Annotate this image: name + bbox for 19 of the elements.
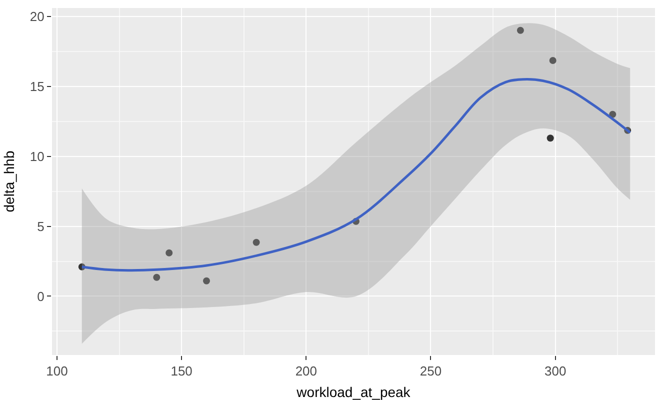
point (546, 134, 554, 142)
x-tick-label: 200 (295, 364, 318, 379)
point (252, 238, 260, 246)
x-tick-label: 300 (544, 364, 566, 379)
point (516, 26, 524, 34)
y-tick-label: 0 (37, 288, 44, 304)
point (202, 277, 210, 284)
x-tick-label: 150 (170, 364, 192, 379)
y-tick-label: 15 (30, 78, 44, 94)
y-tick-label: 10 (30, 148, 44, 164)
y-axis-title: delta_hhb (1, 150, 17, 212)
y-tick-label: 20 (30, 8, 44, 24)
point (153, 274, 160, 281)
x-tick-label: 250 (420, 364, 442, 379)
y-tick-label: 5 (37, 218, 44, 234)
point (166, 249, 173, 256)
x-axis-title: workload_at_peak (296, 384, 412, 400)
point (549, 56, 556, 64)
x-tick-label: 100 (46, 364, 68, 379)
